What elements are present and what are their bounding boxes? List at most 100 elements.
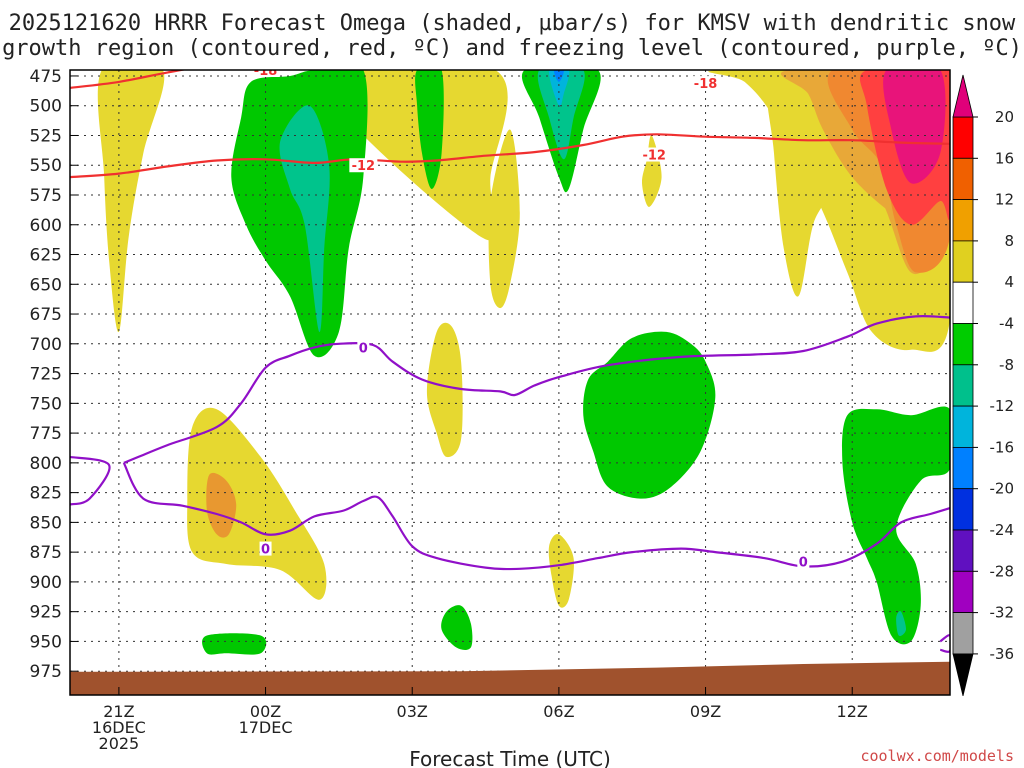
- x-tick-label-4-0: 09Z: [690, 702, 721, 721]
- terrain-layer: [70, 661, 950, 695]
- colorbar-segment-4: [952, 281, 974, 324]
- colorbar-label-11: -28: [990, 562, 1015, 580]
- contour-label-6: 0: [799, 556, 808, 571]
- colorbar-segment-12: [952, 612, 974, 655]
- x-tick-label-0-2: 2025: [99, 734, 140, 753]
- colorbar-segment-2: [952, 199, 974, 242]
- omega-region-23: [202, 633, 267, 655]
- colorbar-segment-3: [952, 240, 974, 283]
- colorbar: 20 16 12 8 4 -4 -8 -12 -16 -20 -24 -28 -32 -36: [952, 74, 1015, 696]
- freezing-level-contour-1: [123, 315, 950, 464]
- y-tick-label-1: 500: [30, 97, 62, 117]
- contour-label-4: 0: [359, 341, 368, 356]
- colorbar-label-3: 8: [1004, 232, 1014, 250]
- colorbar-label-10: -24: [990, 521, 1015, 539]
- y-axis: 475 500 525 550 575 600 625 650 675 700 725 750 775 8…: [30, 67, 78, 682]
- freezing-level-contour-2: [122, 462, 950, 571]
- colorbar-label-8: -16: [990, 438, 1015, 456]
- contour-label-bg-2: [691, 76, 720, 91]
- colorbar-label-0: 20: [995, 108, 1014, 126]
- x-tick-label-0-1: 16DEC: [92, 718, 146, 737]
- omega-region-5: [426, 322, 463, 458]
- y-tick-label-18: 925: [30, 603, 62, 623]
- omega-region-15: [231, 70, 368, 358]
- omega-region-7: [548, 533, 574, 608]
- contour-label-3: -12: [642, 149, 666, 164]
- colorbar-segment-5: [952, 323, 974, 366]
- omega-region-26: [896, 611, 907, 637]
- colorbar-label-12: -32: [990, 604, 1015, 622]
- freezing-level-contour-0: [70, 455, 111, 506]
- colorbar-segment-0: [952, 116, 974, 159]
- colorbar-segment-10: [952, 529, 974, 572]
- contour-label-bg-3: [640, 147, 669, 162]
- omega-region-14: [883, 70, 946, 184]
- contour-label-bg-4: [357, 340, 370, 355]
- colorbar-segment-1: [952, 157, 974, 201]
- omega-region-21: [553, 70, 564, 82]
- colorbar-segment-7: [952, 405, 974, 448]
- colorbar-bottom-arrow: [952, 653, 974, 696]
- y-tick-label-14: 825: [30, 484, 62, 504]
- colorbar-label-13: -36: [990, 645, 1015, 663]
- y-tick-label-0: 475: [30, 67, 62, 87]
- colorbar-label-1: 16: [995, 149, 1014, 167]
- contour-label-bg-1: [349, 158, 378, 173]
- contour-layer: -18 -12 -18 -12 0 0 0: [70, 64, 950, 653]
- omega-region-19: [537, 70, 585, 160]
- contour-label-1: -12: [352, 159, 376, 174]
- y-tick-label-7: 650: [30, 275, 62, 295]
- y-tick-label-3: 550: [30, 156, 62, 176]
- colorbar-label-2: 12: [995, 191, 1014, 209]
- contour-label-5: 0: [261, 543, 270, 558]
- terrain-fill: [70, 661, 950, 695]
- plot-frame: [69, 69, 951, 696]
- y-tick-label-11: 750: [30, 394, 62, 414]
- colorbar-segment-11: [952, 570, 974, 613]
- y-tick-label-6: 625: [30, 246, 62, 266]
- x-tick-label-5-0: 12Z: [837, 702, 868, 721]
- chart-title-line-1: 2025121620 HRRR Forecast Omega (shaded, …: [9, 11, 1016, 36]
- chart-title-line-2: growth region (contoured, red, ºC) and f…: [2, 36, 1022, 61]
- omega-region-4: [488, 129, 520, 309]
- x-tick-label-2-0: 03Z: [397, 702, 428, 721]
- omega-region-2: [206, 472, 237, 538]
- x-axis-label: Forecast Time (UTC): [409, 747, 611, 768]
- credit-link[interactable]: coolwx.com/models: [860, 747, 1014, 765]
- colorbar-label-9: -20: [990, 480, 1015, 498]
- y-tick-label-16: 875: [30, 543, 62, 563]
- y-tick-label-2: 525: [30, 126, 62, 146]
- y-tick-label-13: 800: [30, 454, 62, 474]
- omega-region-20: [548, 70, 570, 107]
- contour-label-bg-0: [251, 70, 280, 77]
- y-tick-label-12: 775: [30, 424, 62, 444]
- y-tick-label-19: 950: [30, 632, 62, 652]
- colorbar-label-7: -12: [990, 397, 1015, 415]
- colorbar-segment-6: [952, 364, 974, 407]
- omega-region-6: [641, 135, 662, 207]
- y-tick-label-17: 900: [30, 573, 62, 593]
- y-tick-label-4: 575: [30, 186, 62, 206]
- y-tick-label-15: 850: [30, 513, 62, 533]
- omega-region-1: [187, 407, 327, 600]
- omega-region-17: [415, 70, 444, 189]
- x-tick-label-1-0: 00Z: [250, 702, 281, 721]
- colorbar-label-6: -8: [999, 356, 1014, 374]
- omega-region-9: [766, 70, 834, 297]
- omega-region-24: [441, 605, 473, 650]
- x-tick-label-0-0: 21Z: [103, 702, 134, 721]
- dgz-contour-1: [70, 133, 950, 179]
- colorbar-label-4: 4: [1004, 273, 1014, 291]
- contour-label-2: -18: [694, 77, 718, 92]
- x-tick-label-3-0: 06Z: [543, 702, 574, 721]
- y-tick-label-10: 725: [30, 365, 62, 385]
- colorbar-top-arrow: [952, 74, 974, 118]
- y-tick-label-20: 975: [30, 662, 62, 682]
- colorbar-label-5: -4: [999, 315, 1014, 333]
- omega-shading-layer: [97, 70, 950, 655]
- contour-label-0: -18: [254, 64, 278, 79]
- colorbar-segment-8: [952, 446, 974, 490]
- freezing-level-contour-3: [939, 634, 950, 653]
